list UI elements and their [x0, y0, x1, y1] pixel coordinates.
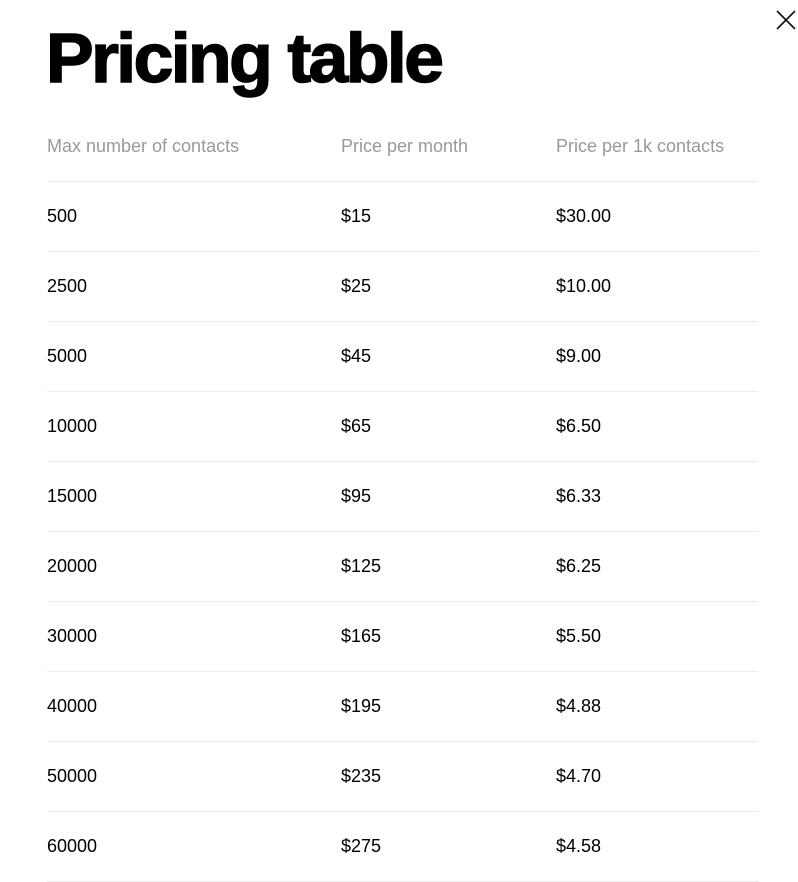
- table-cell: $95: [341, 486, 372, 506]
- pricing-table: Max number of contacts Price per month P…: [47, 112, 758, 882]
- table-row: 2500 $25 $10.00: [47, 252, 758, 322]
- table-cell: $65: [341, 416, 372, 436]
- table-cell: $4.70: [556, 766, 602, 786]
- table-cell: 500: [47, 206, 78, 226]
- table-cell: $125: [341, 556, 382, 576]
- table-cell: $5.50: [556, 626, 602, 646]
- table-row: 10000 $65 $6.50: [47, 392, 758, 462]
- table-row: 500 $15 $30.00: [47, 182, 758, 252]
- table-cell: $45: [341, 346, 372, 366]
- table-header: Max number of contacts Price per month P…: [47, 112, 758, 182]
- close-icon: [776, 10, 796, 30]
- column-header: Max number of contacts: [47, 136, 240, 156]
- table-cell: $10.00: [556, 276, 612, 296]
- table-cell: 40000: [47, 696, 98, 716]
- table-cell: $9.00: [556, 346, 602, 366]
- table-row: 60000 $275 $4.58: [47, 812, 758, 882]
- table-cell: $165: [341, 626, 382, 646]
- table-cell: $4.88: [556, 696, 602, 716]
- table-cell: 2500: [47, 276, 88, 296]
- table-cell: $4.58: [556, 836, 602, 856]
- table-row: 40000 $195 $4.88: [47, 672, 758, 742]
- table-cell: $6.50: [556, 416, 602, 436]
- table-row: 30000 $165 $5.50: [47, 602, 758, 672]
- table-cell: 5000: [47, 346, 88, 366]
- table-row: 15000 $95 $6.33: [47, 462, 758, 532]
- table-cell: 30000: [47, 626, 98, 646]
- page-title: Pricing table: [45, 18, 444, 98]
- table-cell: $6.25: [556, 556, 602, 576]
- table-cell: 60000: [47, 836, 98, 856]
- table-cell: $6.33: [556, 486, 602, 506]
- table-cell: $25: [341, 276, 372, 296]
- table-cell: $15: [341, 206, 372, 226]
- table-cell: $275: [341, 836, 382, 856]
- column-header: Price per 1k contacts: [556, 136, 725, 156]
- table-cell: $235: [341, 766, 382, 786]
- table-row: 50000 $235 $4.70: [47, 742, 758, 812]
- table-cell: 20000: [47, 556, 98, 576]
- table-cell: 50000: [47, 766, 98, 786]
- table-row: 20000 $125 $6.25: [47, 532, 758, 602]
- column-header: Price per month: [341, 136, 469, 156]
- table-cell: 15000: [47, 486, 98, 506]
- table-row: 5000 $45 $9.00: [47, 322, 758, 392]
- close-button[interactable]: [775, 9, 797, 31]
- table-cell: 10000: [47, 416, 98, 436]
- table-cell: $30.00: [556, 206, 612, 226]
- table-cell: $195: [341, 696, 382, 716]
